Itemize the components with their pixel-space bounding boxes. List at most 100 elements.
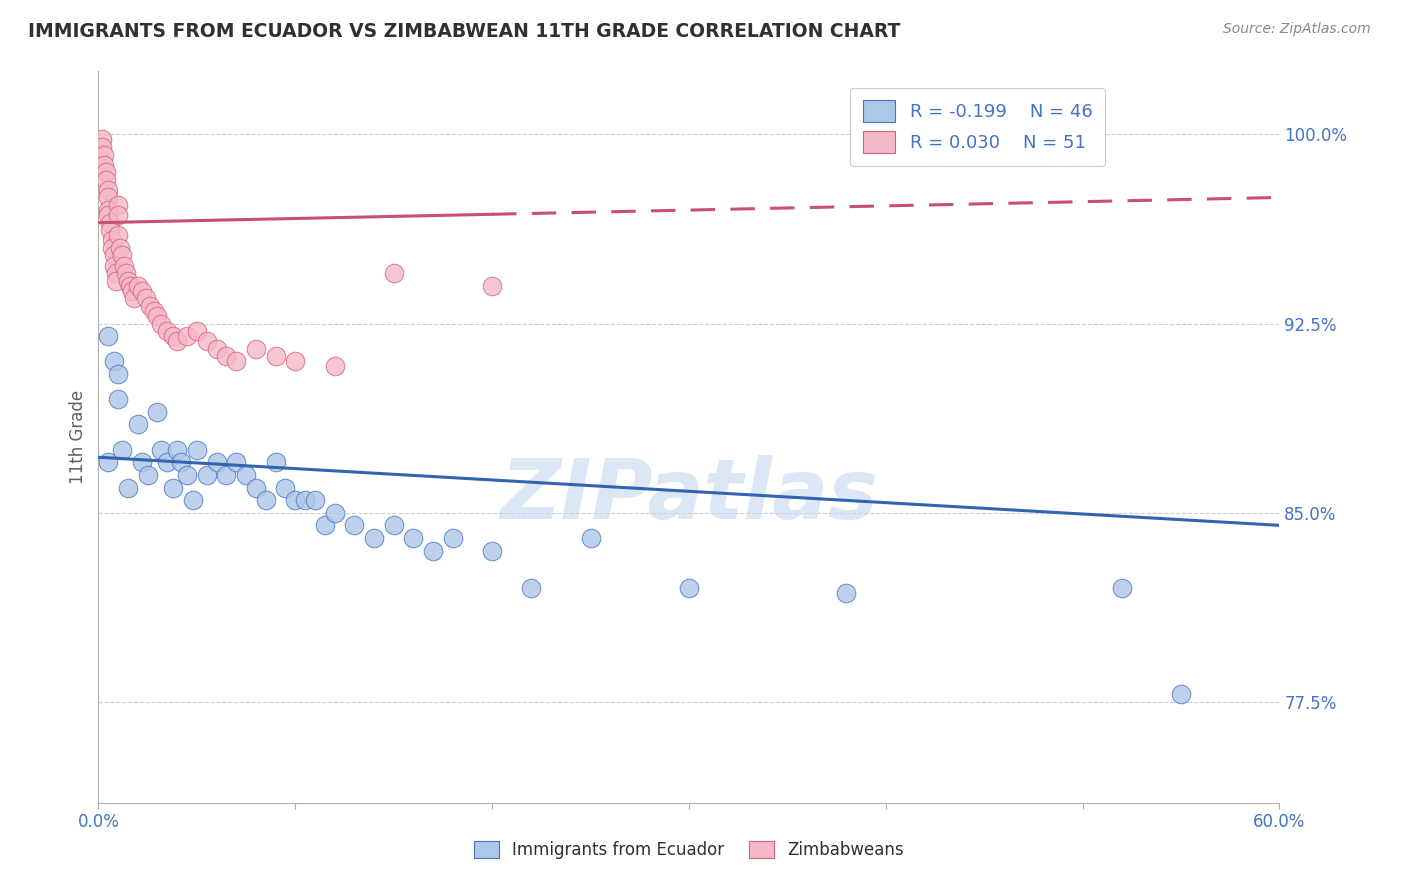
Point xyxy=(422,543,444,558)
Point xyxy=(107,198,129,212)
Point xyxy=(678,582,700,596)
Point xyxy=(117,481,139,495)
Point xyxy=(481,278,503,293)
Point xyxy=(97,329,120,343)
Point xyxy=(170,455,193,469)
Point xyxy=(103,354,125,368)
Point xyxy=(264,455,287,469)
Point xyxy=(131,455,153,469)
Point xyxy=(97,190,120,204)
Point xyxy=(107,367,129,381)
Point xyxy=(112,259,135,273)
Point xyxy=(108,241,131,255)
Point xyxy=(186,324,208,338)
Point xyxy=(93,158,115,172)
Point xyxy=(150,317,173,331)
Point xyxy=(91,132,114,146)
Point xyxy=(254,493,277,508)
Point xyxy=(97,208,120,222)
Point xyxy=(176,329,198,343)
Point xyxy=(135,291,157,305)
Point xyxy=(105,274,128,288)
Point xyxy=(101,241,124,255)
Point xyxy=(215,467,238,482)
Point xyxy=(205,455,228,469)
Point xyxy=(107,208,129,222)
Point xyxy=(91,140,114,154)
Point xyxy=(323,359,346,374)
Point xyxy=(96,173,118,187)
Point xyxy=(136,467,159,482)
Point xyxy=(382,266,405,280)
Point xyxy=(103,248,125,262)
Point xyxy=(97,183,120,197)
Point xyxy=(225,354,247,368)
Point xyxy=(93,147,115,161)
Point xyxy=(107,228,129,243)
Point xyxy=(97,203,120,218)
Point xyxy=(245,342,267,356)
Legend: Immigrants from Ecuador, Zimbabweans: Immigrants from Ecuador, Zimbabweans xyxy=(465,833,912,868)
Point xyxy=(323,506,346,520)
Point xyxy=(181,493,204,508)
Point xyxy=(142,304,165,318)
Point xyxy=(115,266,138,280)
Point xyxy=(402,531,425,545)
Point xyxy=(122,291,145,305)
Point xyxy=(245,481,267,495)
Point xyxy=(111,248,134,262)
Point xyxy=(343,518,366,533)
Point xyxy=(166,334,188,349)
Point xyxy=(579,531,602,545)
Point xyxy=(304,493,326,508)
Point xyxy=(146,309,169,323)
Point xyxy=(156,324,179,338)
Point xyxy=(284,493,307,508)
Point xyxy=(314,518,336,533)
Point xyxy=(481,543,503,558)
Point xyxy=(150,442,173,457)
Point xyxy=(107,392,129,407)
Point xyxy=(363,531,385,545)
Point xyxy=(146,405,169,419)
Point xyxy=(118,278,141,293)
Y-axis label: 11th Grade: 11th Grade xyxy=(69,390,87,484)
Point xyxy=(156,455,179,469)
Point xyxy=(294,493,316,508)
Point xyxy=(235,467,257,482)
Point xyxy=(284,354,307,368)
Point xyxy=(835,586,858,600)
Point xyxy=(205,342,228,356)
Point xyxy=(225,455,247,469)
Text: Source: ZipAtlas.com: Source: ZipAtlas.com xyxy=(1223,22,1371,37)
Text: ZIPatlas: ZIPatlas xyxy=(501,455,877,536)
Point xyxy=(127,278,149,293)
Point xyxy=(96,165,118,179)
Point xyxy=(264,350,287,364)
Point xyxy=(105,266,128,280)
Point xyxy=(1111,582,1133,596)
Point xyxy=(98,223,121,237)
Point xyxy=(127,417,149,432)
Point xyxy=(195,334,218,349)
Point xyxy=(117,274,139,288)
Point xyxy=(186,442,208,457)
Point xyxy=(103,259,125,273)
Point xyxy=(111,442,134,457)
Point xyxy=(101,233,124,247)
Point xyxy=(215,350,238,364)
Point xyxy=(176,467,198,482)
Point xyxy=(98,216,121,230)
Point xyxy=(97,455,120,469)
Point xyxy=(1170,687,1192,701)
Point xyxy=(274,481,297,495)
Point xyxy=(382,518,405,533)
Point xyxy=(162,481,184,495)
Point xyxy=(138,299,160,313)
Point xyxy=(131,284,153,298)
Point xyxy=(195,467,218,482)
Point xyxy=(121,284,143,298)
Point xyxy=(520,582,543,596)
Point xyxy=(166,442,188,457)
Point xyxy=(162,329,184,343)
